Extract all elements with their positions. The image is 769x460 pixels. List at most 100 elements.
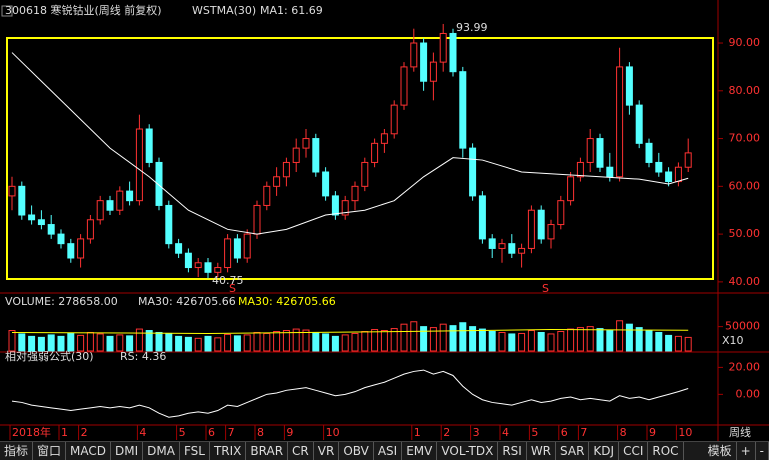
volume-bar [420,326,428,352]
volume-bar [469,326,477,352]
candle-body [606,166,614,178]
volume-bar [527,330,535,352]
rs-header: 相对强弱公式(30) [5,349,94,363]
volume-bar [478,328,486,352]
volume-bar [586,326,594,352]
background [0,0,769,441]
candle-body [488,238,496,249]
volume-bar [273,331,281,352]
candle-body [135,128,143,202]
candle-body [420,42,428,82]
volume-bar [175,335,183,352]
date-label: 1 [61,426,68,439]
candle-body [47,224,55,235]
date-label: 8 [620,426,627,439]
y-tick-label: 60.00 [729,179,761,192]
tab[interactable]: TRIX [210,442,247,460]
tab[interactable]: ASI [374,442,403,460]
template-button[interactable]: 模板 [704,442,737,460]
tab[interactable]: DMA [143,442,180,460]
volume-bar [645,330,653,352]
candle-body [655,161,663,173]
candle-body [86,219,94,240]
tab[interactable]: VOL-TDX [437,442,499,460]
tab[interactable]: CR [288,442,314,460]
tab[interactable]: KDJ [589,442,620,460]
volume-bar [449,325,457,352]
tab[interactable]: BRAR [246,442,289,460]
volume-ma: MA30: 426705.66 [238,295,336,308]
tab[interactable]: VR [314,442,340,460]
volume-bar [331,335,339,352]
candle-body [537,209,545,240]
tab[interactable]: MACD [66,442,112,460]
candle-body [184,252,192,269]
date-label: 2 [81,426,88,439]
volume-bar [439,323,447,352]
volume-bar [47,334,55,352]
tab[interactable]: ROC [648,442,684,460]
volume-bar [204,335,212,352]
date-label: 6 [561,426,568,439]
zoom-out-button[interactable]: - [756,442,769,460]
date-label: 6 [208,426,215,439]
volume-bar [684,336,692,352]
volume-bar [165,332,173,352]
candle-body [57,233,65,245]
volume-bar [77,334,85,352]
candle-body [96,200,104,221]
candle-body [439,32,447,63]
collapse-icon[interactable] [1,5,13,17]
volume-bar [135,328,143,352]
candle-body [292,147,300,163]
volume-bar [341,334,349,352]
tab[interactable]: 指标 [0,442,34,460]
tab[interactable]: EMV [402,442,438,460]
tab[interactable]: SAR [556,442,590,460]
candle-body [175,243,183,254]
volume-bar [57,335,65,352]
rs-value: RS: 4.36 [120,350,166,363]
tab-bar: 指标 窗口 MACD DMI DMA FSL TRIX BRAR CR VR OBV ASI EMV VO… [0,441,769,460]
volume-bar [488,331,496,352]
candle-body [322,171,330,197]
volume-bar [8,330,16,352]
candle-body [312,138,320,173]
candle-body [28,214,36,221]
zoom-in-button[interactable]: + [737,442,756,460]
candle-body [459,71,467,149]
volume-bar [194,337,202,352]
signal: S [542,282,549,295]
tab[interactable]: 窗口 [33,442,67,460]
candle-body [665,171,673,183]
y-tick-label: 50.00 [729,227,761,240]
tab[interactable]: OBV [339,442,374,460]
volume-bar [547,333,555,352]
candle-body [596,138,604,168]
candle-body [77,238,85,259]
tab[interactable]: RSI [498,442,527,460]
date-label: 7 [580,426,587,439]
candle-body [273,176,281,187]
tab[interactable]: WR [527,442,557,460]
date-label: 2 [443,426,450,439]
candle-body [380,133,388,144]
y-tick-label: 70.00 [729,132,761,145]
candle-body [361,161,369,187]
tab[interactable]: FSL [180,442,210,460]
candle-body [576,161,584,178]
y-tick-label: 0.00 [736,387,761,400]
tab[interactable]: DMI [111,442,144,460]
candle-body [390,104,398,135]
ma-line [11,329,689,334]
indicator-name: WSTMA(30) [192,4,256,17]
volume-bar [380,330,388,352]
volume-bar [459,322,467,352]
candle-body [567,176,575,202]
volume-bar [86,331,94,352]
volume-bar [596,328,604,352]
tab[interactable]: CCI [619,442,649,460]
candle-body [635,104,643,144]
candle-body [625,66,633,106]
